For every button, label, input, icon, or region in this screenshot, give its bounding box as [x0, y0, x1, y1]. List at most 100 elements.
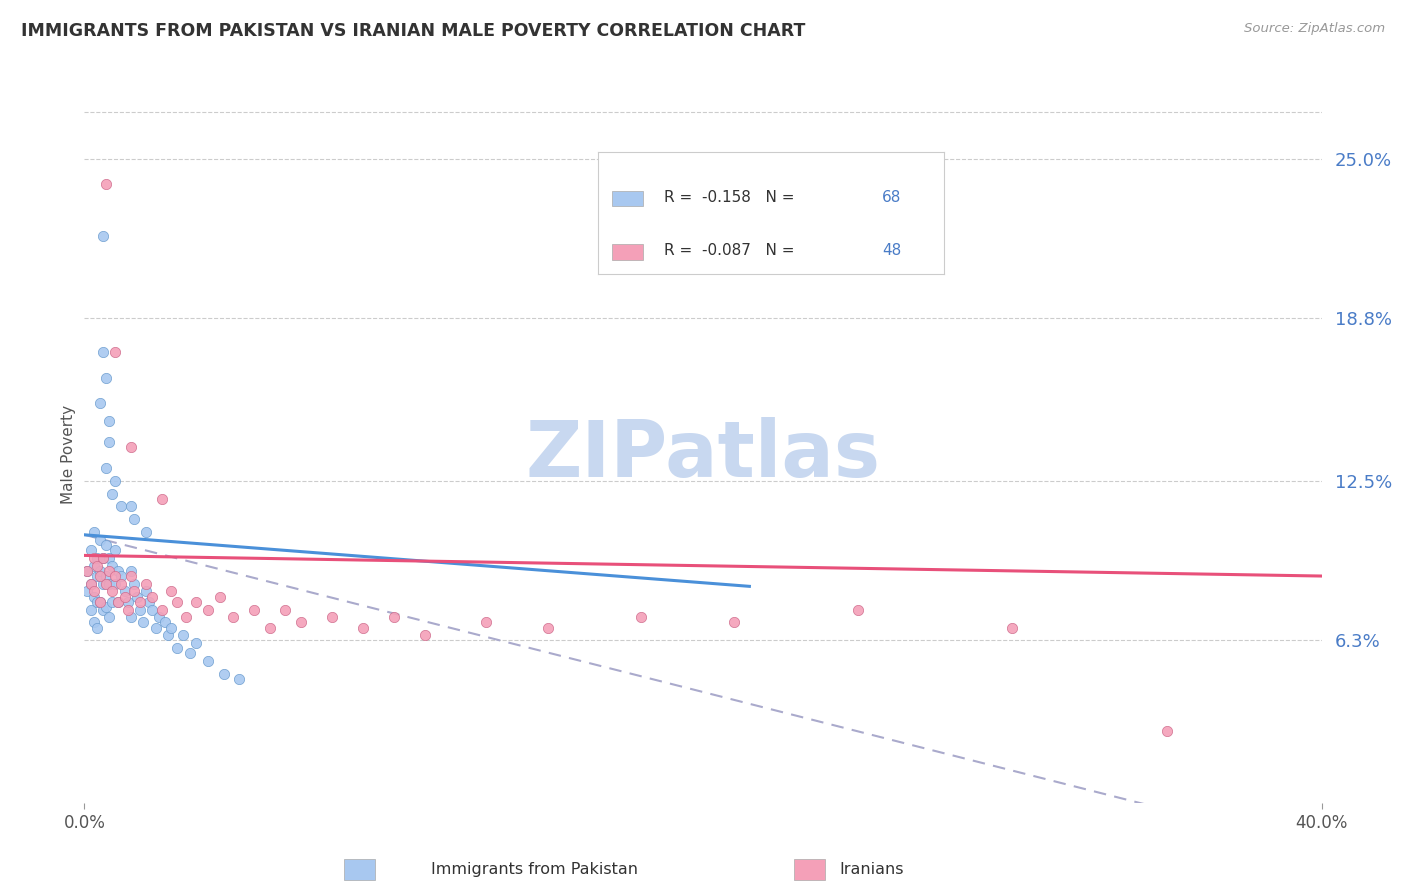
Point	[104, 474, 127, 488]
Point	[76, 564, 98, 578]
Point	[86, 558, 108, 573]
Point	[382, 610, 405, 624]
Text: IMMIGRANTS FROM PAKISTAN VS IRANIAN MALE POVERTY CORRELATION CHART: IMMIGRANTS FROM PAKISTAN VS IRANIAN MALE…	[21, 22, 806, 40]
Point	[352, 621, 374, 635]
Point	[120, 500, 142, 514]
Point	[101, 584, 124, 599]
Point	[117, 595, 139, 609]
Point	[475, 615, 498, 630]
Point	[179, 646, 201, 660]
Point	[141, 602, 163, 616]
Point	[79, 543, 101, 558]
Point	[135, 576, 157, 591]
Point	[94, 538, 117, 552]
Point	[160, 584, 183, 599]
Point	[79, 602, 101, 616]
Point	[98, 435, 121, 450]
Point	[89, 533, 111, 547]
Point	[91, 551, 114, 566]
Point	[86, 595, 108, 609]
Point	[101, 595, 124, 609]
Point	[98, 610, 121, 624]
Point	[76, 584, 98, 599]
Point	[110, 576, 132, 591]
Bar	[612, 191, 643, 206]
Point	[98, 564, 121, 578]
Point	[145, 621, 167, 635]
Point	[132, 615, 155, 630]
Point	[83, 558, 105, 573]
Point	[91, 551, 114, 566]
Point	[209, 590, 232, 604]
Point	[94, 576, 117, 591]
Point	[259, 621, 281, 635]
Point	[135, 525, 157, 540]
Text: 48: 48	[882, 244, 901, 259]
Point	[98, 414, 121, 428]
Text: Iranians: Iranians	[839, 863, 904, 877]
Point	[197, 654, 219, 668]
Bar	[612, 244, 643, 260]
Point	[83, 525, 105, 540]
Point	[160, 621, 183, 635]
Point	[94, 569, 117, 583]
Point	[197, 602, 219, 616]
Point	[91, 602, 114, 616]
Text: Immigrants from Pakistan: Immigrants from Pakistan	[430, 863, 638, 877]
Point	[98, 576, 121, 591]
Text: Source: ZipAtlas.com: Source: ZipAtlas.com	[1244, 22, 1385, 36]
Point	[1156, 723, 1178, 738]
Point	[1001, 621, 1024, 635]
Point	[86, 569, 108, 583]
Point	[120, 610, 142, 624]
Point	[148, 610, 170, 624]
Point	[89, 595, 111, 609]
Point	[83, 584, 105, 599]
Point	[138, 595, 160, 609]
Point	[184, 636, 207, 650]
Point	[83, 551, 105, 566]
Point	[114, 584, 136, 599]
Point	[413, 628, 436, 642]
Point	[107, 595, 129, 609]
Point	[89, 569, 111, 583]
Point	[846, 602, 869, 616]
Point	[274, 602, 297, 616]
Point	[630, 610, 652, 624]
Point	[122, 576, 145, 591]
Point	[107, 564, 129, 578]
Point	[184, 595, 207, 609]
Point	[150, 602, 173, 616]
Point	[166, 595, 188, 609]
Point	[166, 641, 188, 656]
Point	[723, 615, 745, 630]
Point	[91, 344, 114, 359]
Point	[150, 491, 173, 506]
Point	[129, 602, 152, 616]
Point	[120, 440, 142, 454]
Point	[110, 569, 132, 583]
Point	[76, 564, 98, 578]
Point	[91, 228, 114, 243]
Point	[104, 576, 127, 591]
Point	[89, 396, 111, 410]
Point	[122, 512, 145, 526]
Point	[153, 615, 176, 630]
Point	[94, 599, 117, 614]
Point	[89, 564, 111, 578]
Point	[104, 344, 127, 359]
Point	[101, 486, 124, 500]
Point	[125, 590, 148, 604]
Point	[94, 178, 117, 192]
Point	[120, 569, 142, 583]
Point	[537, 621, 560, 635]
Point	[129, 595, 152, 609]
Point	[228, 672, 250, 686]
Point	[141, 590, 163, 604]
Point	[122, 584, 145, 599]
Point	[114, 590, 136, 604]
Point	[104, 543, 127, 558]
Y-axis label: Male Poverty: Male Poverty	[60, 405, 76, 505]
Point	[83, 590, 105, 604]
Point	[79, 576, 101, 591]
